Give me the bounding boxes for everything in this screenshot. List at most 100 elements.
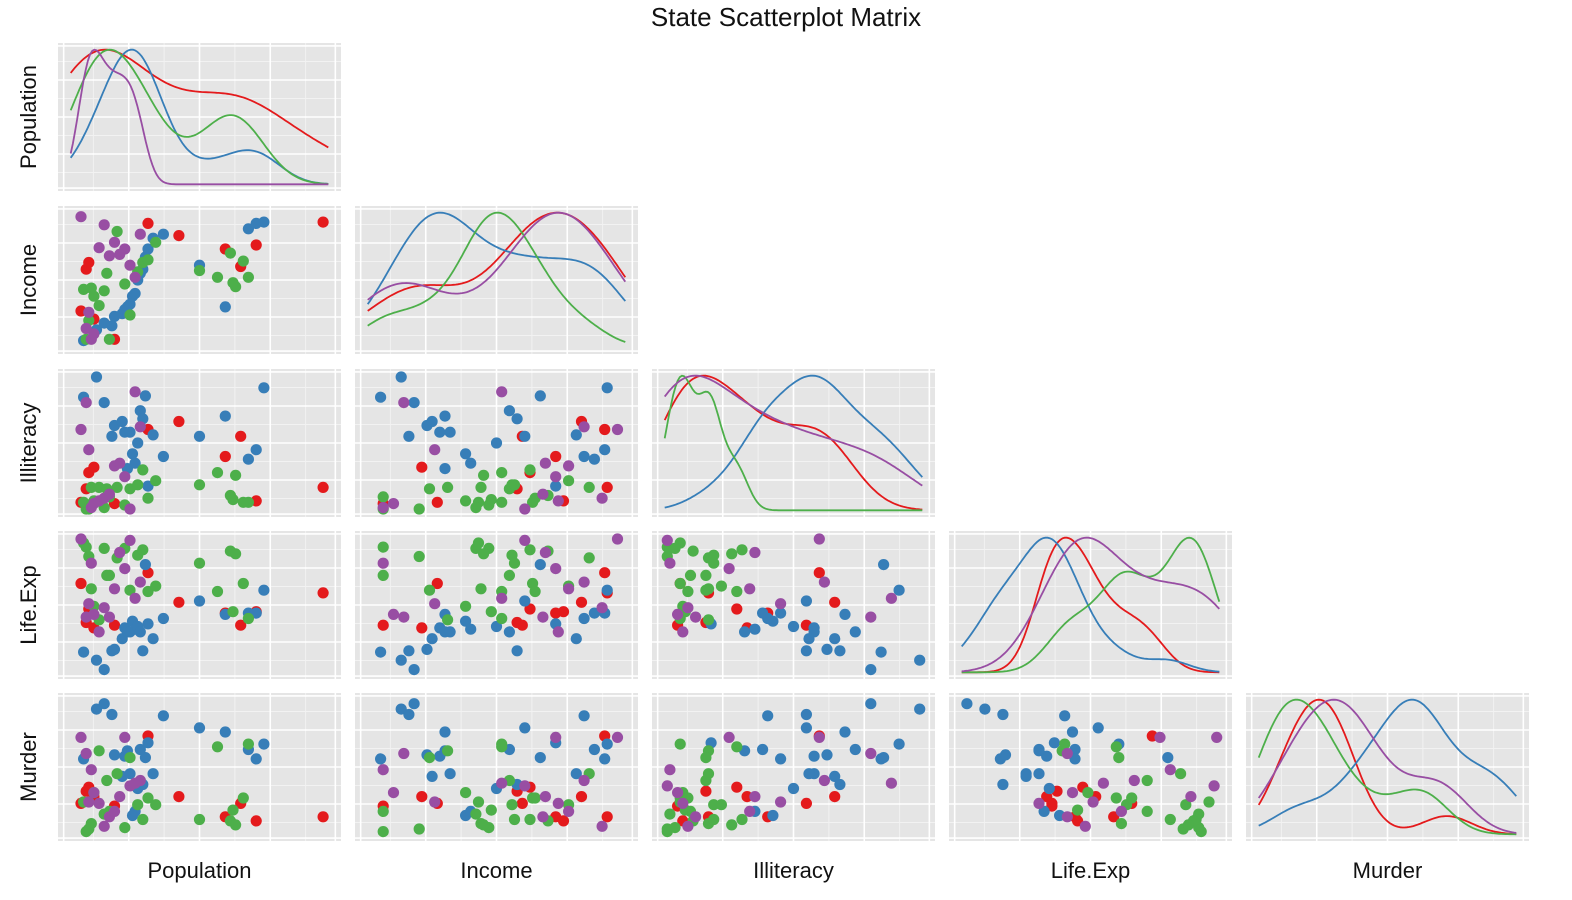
data-point-Population-vs-Life.Exp [114, 546, 126, 559]
data-point-Population-vs-Illiteracy [124, 503, 136, 515]
data-point-Illiteracy-vs-Murder [821, 749, 833, 761]
data-point-Income-vs-Illiteracy [550, 480, 562, 492]
data-point-Illiteracy-vs-Murder [800, 722, 813, 734]
data-point-Population-vs-Income [88, 290, 100, 302]
data-point-Population-vs-Income [150, 236, 162, 248]
data-point-Income-vs-Life.Exp [524, 603, 536, 615]
data-point-Population-vs-Income [134, 228, 146, 240]
data-point-Income-vs-Illiteracy [439, 410, 451, 422]
data-point-Population-vs-Murder [142, 737, 154, 749]
data-point-Illiteracy-vs-Life.Exp [723, 563, 735, 575]
data-point-Population-vs-Illiteracy [103, 488, 115, 500]
panel-Illiteracy-Population [58, 369, 341, 517]
data-point-Population-vs-Life.Exp [139, 559, 151, 571]
data-point-Income-vs-Life.Exp [377, 541, 389, 553]
data-point-Illiteracy-vs-Life.Exp [700, 569, 712, 582]
data-point-Illiteracy-vs-Life.Exp [672, 608, 684, 621]
data-point-Income-vs-Life.Exp [611, 533, 624, 545]
data-point-Income-vs-Illiteracy [465, 457, 477, 469]
data-point-Income-vs-Illiteracy [578, 450, 590, 463]
data-point-Population-vs-Murder [150, 799, 162, 811]
data-point-Income-vs-Murder [563, 805, 575, 818]
data-point-Income-vs-Life.Exp [426, 633, 438, 645]
data-point-Life.Exp-vs-Murder [1092, 722, 1104, 734]
data-point-Income-vs-Murder [470, 808, 482, 820]
data-point-Illiteracy-vs-Murder [715, 799, 728, 811]
data-point-Illiteracy-vs-Murder [690, 811, 702, 823]
data-point-Illiteracy-vs-Life.Exp [787, 620, 800, 633]
data-point-Illiteracy-vs-Murder [813, 731, 825, 744]
data-point-Illiteracy-vs-Murder [661, 780, 673, 792]
y-axis-label-Murder: Murder [16, 732, 41, 802]
data-point-Income-vs-Illiteracy [496, 467, 508, 479]
data-point-Income-vs-Murder [552, 797, 564, 810]
data-point-Income-vs-Life.Exp [421, 643, 433, 656]
data-point-Illiteracy-vs-Life.Exp [829, 596, 841, 608]
data-point-Life.Exp-vs-Murder [1141, 805, 1153, 818]
density-line-Illiteracy-0 [663, 374, 923, 511]
data-point-Population-vs-Illiteracy [98, 397, 110, 409]
data-point-Population-vs-Income [83, 256, 95, 269]
data-point-Illiteracy-vs-Life.Exp [839, 608, 851, 621]
data-point-Income-vs-Life.Exp [429, 598, 441, 610]
data-point-Population-vs-Illiteracy [317, 481, 329, 493]
y-axis-label-Illiteracy: Illiteracy [16, 403, 41, 484]
data-point-Population-vs-Murder [193, 813, 206, 826]
data-point-Income-vs-Murder [442, 745, 454, 757]
data-point-Population-vs-Life.Exp [134, 626, 146, 638]
data-point-Income-vs-Illiteracy [475, 481, 487, 493]
data-point-Illiteracy-vs-Murder [731, 781, 743, 793]
data-point-Illiteracy-vs-Murder [818, 774, 831, 787]
data-point-Income-vs-Murder [377, 826, 389, 838]
data-point-Income-vs-Murder [485, 804, 497, 816]
data-point-Income-vs-Murder [496, 777, 508, 789]
density-line-Murder-3 [1257, 698, 1517, 834]
data-point-Population-vs-Murder [242, 738, 254, 750]
data-point-Income-vs-Life.Exp [519, 534, 531, 547]
data-point-Income-vs-Life.Exp [431, 577, 443, 590]
panel-Murder-Life.Exp [949, 693, 1232, 841]
data-point-Population-vs-Income [124, 259, 136, 271]
data-point-Illiteracy-vs-Murder [800, 797, 813, 810]
data-point-Income-vs-Murder [426, 770, 438, 783]
data-point-Population-vs-Murder [134, 743, 146, 756]
density-line-Income-1 [366, 211, 626, 305]
data-point-Population-vs-Life.Exp [124, 534, 136, 547]
data-point-Life.Exp-vs-Murder [1180, 799, 1192, 811]
data-point-Life.Exp-vs-Murder [997, 708, 1009, 721]
data-point-Income-vs-Illiteracy [429, 444, 441, 456]
data-point-Population-vs-Life.Exp [317, 587, 329, 599]
data-point-Income-vs-Illiteracy [470, 502, 482, 514]
data-point-Population-vs-Life.Exp [193, 595, 206, 607]
data-point-Income-vs-Illiteracy [439, 463, 451, 475]
data-point-Illiteracy-vs-Life.Exp [775, 598, 787, 610]
panel-Life.Exp-Population [58, 531, 341, 679]
data-point-Income-vs-Murder [570, 768, 582, 780]
data-point-Population-vs-Income [193, 265, 206, 277]
data-point-Income-vs-Illiteracy [403, 430, 415, 442]
data-point-Population-vs-Life.Exp [108, 643, 121, 656]
data-point-Income-vs-Illiteracy [434, 426, 446, 438]
data-point-Income-vs-Illiteracy [444, 426, 456, 438]
density-line-Income-3 [367, 211, 627, 301]
data-point-Population-vs-Income [250, 239, 262, 251]
data-point-Life.Exp-vs-Murder [1164, 764, 1176, 776]
data-point-Population-vs-Illiteracy [193, 479, 206, 491]
data-point-Population-vs-Illiteracy [111, 481, 123, 493]
data-point-Population-vs-Murder [258, 738, 270, 750]
data-point-Income-vs-Illiteracy [599, 423, 611, 436]
data-point-Income-vs-Murder [578, 710, 590, 722]
data-point-Income-vs-Illiteracy [601, 481, 613, 493]
data-point-Income-vs-Illiteracy [563, 460, 575, 472]
data-point-Income-vs-Life.Exp [465, 623, 477, 635]
density-line-Life.Exp-3 [961, 536, 1220, 673]
data-point-Population-vs-Life.Exp [147, 633, 159, 645]
data-point-Population-vs-Illiteracy [83, 444, 95, 456]
data-point-Population-vs-Murder [134, 774, 146, 787]
data-point-Income-vs-Illiteracy [534, 390, 546, 402]
data-point-Population-vs-Income [119, 278, 131, 290]
data-point-Illiteracy-vs-Murder [829, 791, 841, 803]
data-point-Illiteracy-vs-Life.Exp [744, 583, 756, 595]
data-point-Illiteracy-vs-Murder [803, 768, 815, 780]
data-point-Life.Exp-vs-Murder [1154, 731, 1166, 744]
